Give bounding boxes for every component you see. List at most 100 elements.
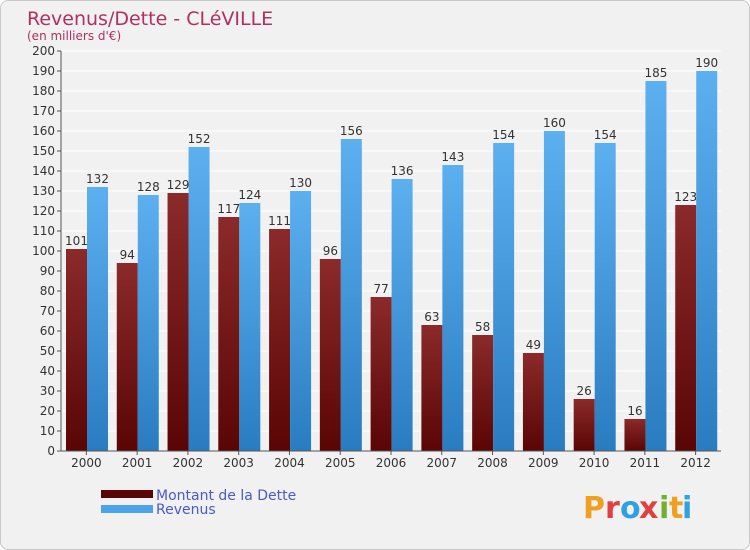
- value-label-revenus: 154: [594, 128, 617, 142]
- y-tick-label: 90: [40, 264, 55, 278]
- y-tick-label: 120: [32, 204, 55, 218]
- bar-revenus-2004: [290, 191, 312, 451]
- logo-letter: t: [669, 491, 683, 526]
- y-tick-label: 130: [32, 184, 55, 198]
- value-label-dette: 16: [627, 404, 642, 418]
- legend-label-revenus: Revenus: [156, 502, 216, 518]
- y-tick-label: 180: [32, 84, 55, 98]
- x-tick-label: 2007: [426, 456, 457, 470]
- logo-letter: x: [639, 491, 658, 526]
- logo-letter: r: [605, 491, 620, 526]
- bar-dette-2005: [319, 259, 341, 451]
- bar-dette-2007: [421, 325, 443, 451]
- x-tick-label: 2011: [630, 456, 661, 470]
- value-label-revenus: 128: [137, 180, 160, 194]
- value-label-revenus: 160: [543, 116, 566, 130]
- bar-dette-2003: [218, 217, 240, 451]
- y-tick-label: 110: [32, 224, 55, 238]
- legend-swatch-revenus: [101, 505, 153, 513]
- legend: Montant de la Dette Revenus: [101, 488, 296, 518]
- x-tick-label: 2003: [223, 456, 254, 470]
- logo-letter: P: [583, 491, 605, 526]
- bar-dette-2008: [472, 335, 494, 451]
- x-axis-ticks: 2000 2001 2002 2003 2004 2005 2006 2007 2008 2009…: [71, 451, 711, 470]
- bar-revenus-2009: [543, 131, 565, 451]
- x-tick-label: 2009: [528, 456, 559, 470]
- y-tick-label: 10: [40, 424, 55, 438]
- x-tick-label: 2008: [477, 456, 508, 470]
- y-tick-label: 150: [32, 144, 55, 158]
- y-tick-label: 60: [40, 324, 55, 338]
- value-label-dette: 111: [268, 214, 291, 228]
- bar-revenus-2001: [137, 195, 159, 451]
- bar-revenus-2005: [340, 139, 362, 451]
- x-tick-label: 2012: [680, 456, 711, 470]
- value-label-revenus: 143: [441, 150, 464, 164]
- chart-subtitle: (en milliers d'€): [27, 29, 121, 43]
- value-label-dette: 117: [217, 202, 240, 216]
- bar-dette-2012: [675, 205, 697, 451]
- bar-revenus-2003: [239, 203, 261, 451]
- x-tick-label: 2010: [579, 456, 610, 470]
- bar-revenus-2002: [188, 147, 210, 451]
- value-label-dette: 49: [526, 338, 541, 352]
- value-label-revenus: 130: [289, 176, 312, 190]
- bar-dette-2000: [66, 249, 87, 451]
- legend-swatch-debt: [101, 490, 153, 498]
- value-label-revenus: 152: [188, 132, 211, 146]
- value-label-dette: 123: [674, 190, 697, 204]
- value-label-revenus: 136: [391, 164, 414, 178]
- logo-letter: i: [682, 491, 692, 526]
- x-tick-label: 2002: [173, 456, 204, 470]
- value-label-revenus: 185: [645, 66, 668, 80]
- y-tick-label: 70: [40, 304, 55, 318]
- value-label-dette: 77: [373, 282, 388, 296]
- y-tick-label: 140: [32, 164, 55, 178]
- x-tick-label: 2005: [325, 456, 356, 470]
- y-tick-label: 20: [40, 404, 55, 418]
- bar-revenus-2010: [594, 143, 616, 451]
- value-label-dette: 63: [424, 310, 439, 324]
- value-label-revenus: 156: [340, 124, 363, 138]
- bar-revenus-2012: [696, 71, 718, 451]
- bar-revenus-2007: [442, 165, 464, 451]
- chart-title: Revenus/Dette - CLéVILLE: [27, 8, 273, 30]
- value-label-revenus: 132: [86, 172, 109, 186]
- value-label-dette: 26: [577, 384, 592, 398]
- bar-dette-2009: [522, 353, 544, 451]
- bar-dette-2010: [573, 399, 595, 451]
- y-tick-label: 160: [32, 124, 55, 138]
- x-tick-label: 2004: [274, 456, 305, 470]
- bar-revenus-2011: [645, 81, 667, 451]
- logo-letter: i: [659, 491, 669, 526]
- bar-revenus-2000: [87, 187, 108, 451]
- y-tick-label: 0: [47, 444, 55, 458]
- y-tick-label: 30: [40, 384, 55, 398]
- y-axis-ticks: 0 10 20 30 40 50 60 70 80 90 100 110 120 130 140 150 160…: [32, 44, 61, 458]
- y-tick-label: 100: [32, 244, 55, 258]
- y-tick-label: 200: [32, 44, 55, 58]
- bar-dette-2011: [624, 419, 646, 451]
- x-tick-label: 2000: [71, 456, 102, 470]
- bar-dette-2001: [116, 263, 138, 451]
- logo-letter: o: [620, 491, 641, 526]
- y-tick-label: 80: [40, 284, 55, 298]
- value-label-revenus: 154: [492, 128, 515, 142]
- value-label-dette: 58: [475, 320, 490, 334]
- value-label-revenus: 190: [695, 56, 718, 70]
- value-label-dette: 129: [167, 178, 190, 192]
- y-tick-label: 190: [32, 64, 55, 78]
- x-tick-label: 2006: [376, 456, 407, 470]
- bar-dette-2002: [167, 193, 189, 451]
- value-label-revenus: 124: [238, 188, 261, 202]
- x-tick-label: 2001: [122, 456, 153, 470]
- bar-dette-2006: [370, 297, 392, 451]
- y-tick-label: 40: [40, 364, 55, 378]
- value-label-dette: 101: [65, 234, 88, 248]
- y-tick-label: 170: [32, 104, 55, 118]
- value-label-dette: 94: [120, 248, 135, 262]
- value-label-dette: 96: [323, 244, 338, 258]
